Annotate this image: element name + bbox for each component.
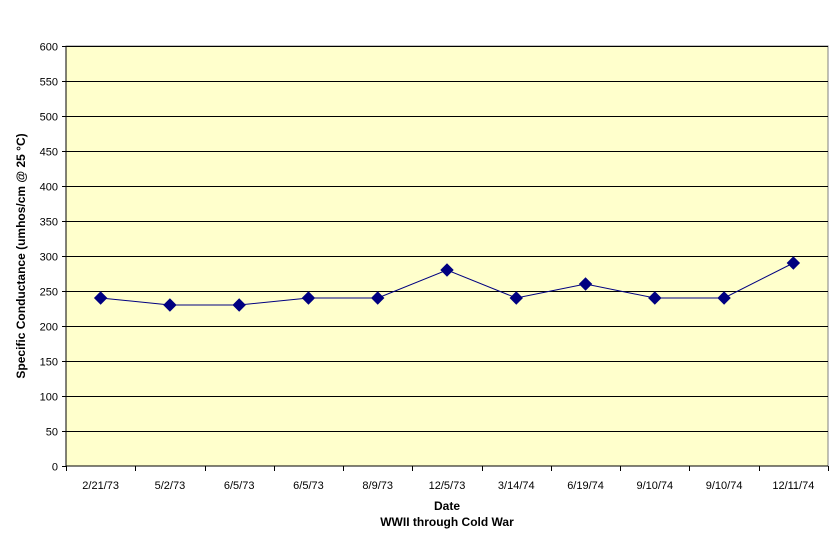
x-tick-label: 3/14/74 [498, 480, 535, 492]
y-tick-label: 450 [40, 147, 58, 159]
x-tick-label: 6/5/73 [224, 480, 255, 492]
y-tick-label: 150 [40, 357, 58, 369]
y-axis-title: Specific Conductance (umhos/cm @ 25 °C) [14, 133, 28, 378]
data-point-marker [371, 291, 385, 305]
x-tick-label: 8/9/73 [362, 480, 393, 492]
y-tick-label: 200 [40, 322, 58, 334]
x-tick-label: 12/5/73 [429, 480, 466, 492]
y-tick-label: 50 [46, 427, 58, 439]
series-layer [93, 256, 801, 312]
y-tick-label: 300 [40, 252, 58, 264]
data-point-marker [232, 298, 246, 312]
data-point-marker [648, 291, 662, 305]
y-tick-label: 350 [40, 217, 58, 229]
y-tick-label: 100 [40, 392, 58, 404]
x-tick-label: 2/21/73 [82, 480, 119, 492]
data-point-marker [717, 291, 731, 305]
data-point-marker [93, 291, 108, 305]
data-point-marker [786, 256, 801, 270]
x-tick-label: 5/2/73 [155, 480, 186, 492]
gridlines [66, 46, 828, 432]
x-axis-title: Date [434, 499, 460, 513]
y-tick-label: 0 [52, 462, 58, 474]
y-tick-label: 250 [40, 287, 58, 299]
data-point-marker [440, 263, 454, 277]
data-point-marker [301, 291, 316, 305]
data-point-marker [578, 277, 593, 291]
x-axis-subtitle: WWII through Cold War [380, 515, 514, 529]
data-point-marker [509, 291, 523, 305]
x-tick-label: 6/19/74 [567, 480, 604, 492]
y-tick-label: 500 [40, 112, 58, 124]
x-tick-label: 6/5/73 [293, 480, 324, 492]
y-tick-label: 600 [40, 42, 58, 54]
x-axis-ticks: 2/21/73 5/2/73 6/5/73 6/5/73 8/9/73 12/5/73 3/… [66, 466, 829, 492]
data-point-marker [163, 298, 177, 312]
x-tick-label: 9/10/74 [636, 480, 673, 492]
x-tick-label: 9/10/74 [706, 480, 743, 492]
y-axis-ticks: 0 50 100 150 200 250 300 350 400 450 500 550 600 [40, 42, 66, 474]
y-tick-label: 400 [40, 182, 58, 194]
x-tick-label: 12/11/74 [772, 480, 814, 492]
y-tick-label: 550 [40, 77, 58, 89]
